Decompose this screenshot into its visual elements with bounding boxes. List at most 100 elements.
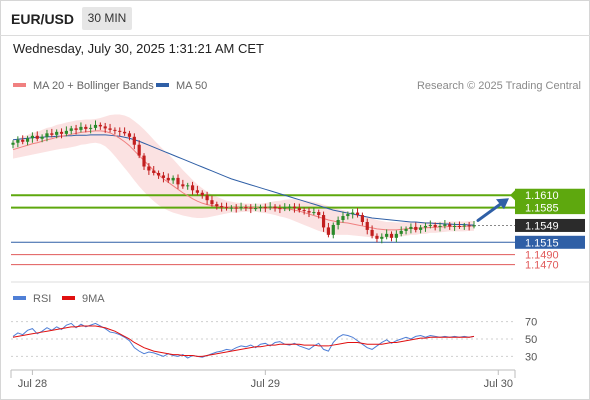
legend-9ma[interactable]: 9MA [62, 293, 105, 305]
candle-body [467, 225, 471, 227]
candle-body [346, 214, 350, 217]
candle-body [195, 190, 199, 193]
candle-body [45, 133, 49, 137]
candle-body [307, 211, 311, 213]
candle-body [443, 224, 447, 226]
candle-body [93, 124, 98, 128]
candle-body [205, 195, 209, 201]
candle-body [312, 212, 316, 214]
candle-body [428, 224, 432, 226]
candle-body [394, 233, 398, 238]
legend-ma20[interactable]: MA 20 + Bollinger Bands [13, 80, 154, 92]
candle-body [288, 206, 292, 208]
candle-body [30, 135, 35, 139]
candle-body [331, 224, 335, 235]
rsi-9ma-line [12, 325, 475, 357]
candle-body [127, 133, 132, 137]
candle-body [210, 200, 214, 205]
x-tick-label: Jul 30 [484, 378, 513, 390]
candle-body [399, 230, 403, 234]
candle-body [229, 207, 233, 209]
x-tick-label: Jul 28 [18, 378, 47, 390]
candle-body [137, 144, 141, 156]
timeframe-button[interactable]: 30 MIN [82, 7, 132, 30]
candle-body [365, 221, 369, 230]
candle-body [438, 225, 442, 227]
candle-body [404, 228, 408, 231]
candle-body [336, 220, 340, 225]
header-divider [0, 35, 590, 36]
candle-body [84, 126, 88, 129]
candle-body [321, 215, 326, 228]
candle-body [234, 207, 238, 209]
candle-body [123, 131, 127, 134]
candle-body [50, 133, 54, 135]
candle-body [360, 215, 364, 222]
candle-body [55, 131, 59, 135]
candle-body [375, 235, 379, 239]
candle-body [423, 225, 428, 228]
candle-body [258, 207, 263, 209]
ma20-swatch [13, 83, 26, 88]
chart-datetime: Wednesday, July 30, 2025 1:31:21 AM CET [13, 41, 264, 56]
candle-body [341, 216, 345, 220]
candle-body [147, 166, 151, 171]
candle-body [273, 206, 277, 209]
candle-body [263, 207, 267, 209]
candle-body [74, 128, 78, 130]
candle-body [98, 124, 102, 127]
resistance-tag-pointer [510, 190, 515, 201]
candle-body [385, 233, 389, 237]
candle-body [297, 208, 301, 211]
price-label-1.1470: 1.1470 [525, 260, 559, 272]
legend-rsi[interactable]: RSI [13, 293, 51, 305]
rsi-tick-50: 50 [525, 334, 537, 346]
candle-body [166, 177, 170, 181]
price-tag-text-1.1585: 1.1585 [525, 203, 559, 215]
legend-rsi-label: RSI [33, 293, 52, 305]
candle-body [161, 175, 166, 178]
candle-body [21, 139, 25, 142]
candle-body [452, 225, 457, 227]
candle-body [433, 224, 437, 227]
candle-body [389, 233, 394, 238]
9ma-swatch [62, 296, 75, 301]
candle-body [190, 185, 195, 191]
candle-body [79, 126, 83, 130]
candle-body [59, 131, 64, 134]
candle-body [283, 207, 287, 209]
price-tag-text-1.1515: 1.1515 [525, 237, 559, 249]
candle-body [132, 136, 136, 145]
ma50-line [12, 134, 474, 226]
price-tag-1.1515 [515, 235, 585, 249]
rsi-swatch [13, 296, 26, 301]
candle-body [103, 126, 107, 129]
candle-body [40, 136, 44, 139]
candle-body [220, 206, 224, 208]
candle-body [414, 226, 418, 230]
legend-ma50[interactable]: MA 50 [156, 80, 207, 92]
bollinger-band [13, 114, 474, 238]
candle-body [268, 206, 272, 208]
candle-body [326, 227, 331, 235]
candle-body [462, 225, 466, 227]
candle-body [419, 227, 423, 230]
forecast-arrowhead [496, 198, 509, 210]
candle-body [278, 208, 282, 210]
candle-body [355, 212, 360, 216]
price-tag-1.1549 [515, 218, 585, 232]
candle-body [244, 207, 248, 209]
candle-body [11, 142, 15, 145]
candle-body [118, 130, 122, 132]
candle-body [215, 204, 219, 207]
price-tag-text-1.1549: 1.1549 [525, 220, 559, 232]
forecast-arrow-shaft [476, 200, 505, 222]
candle-body [457, 225, 462, 227]
x-tick-label: Jul 29 [251, 378, 280, 390]
candle-body [181, 184, 185, 187]
ma20-line [12, 130, 474, 231]
candle-body [176, 177, 180, 185]
candle-body [224, 207, 229, 209]
candle-body [113, 129, 117, 131]
